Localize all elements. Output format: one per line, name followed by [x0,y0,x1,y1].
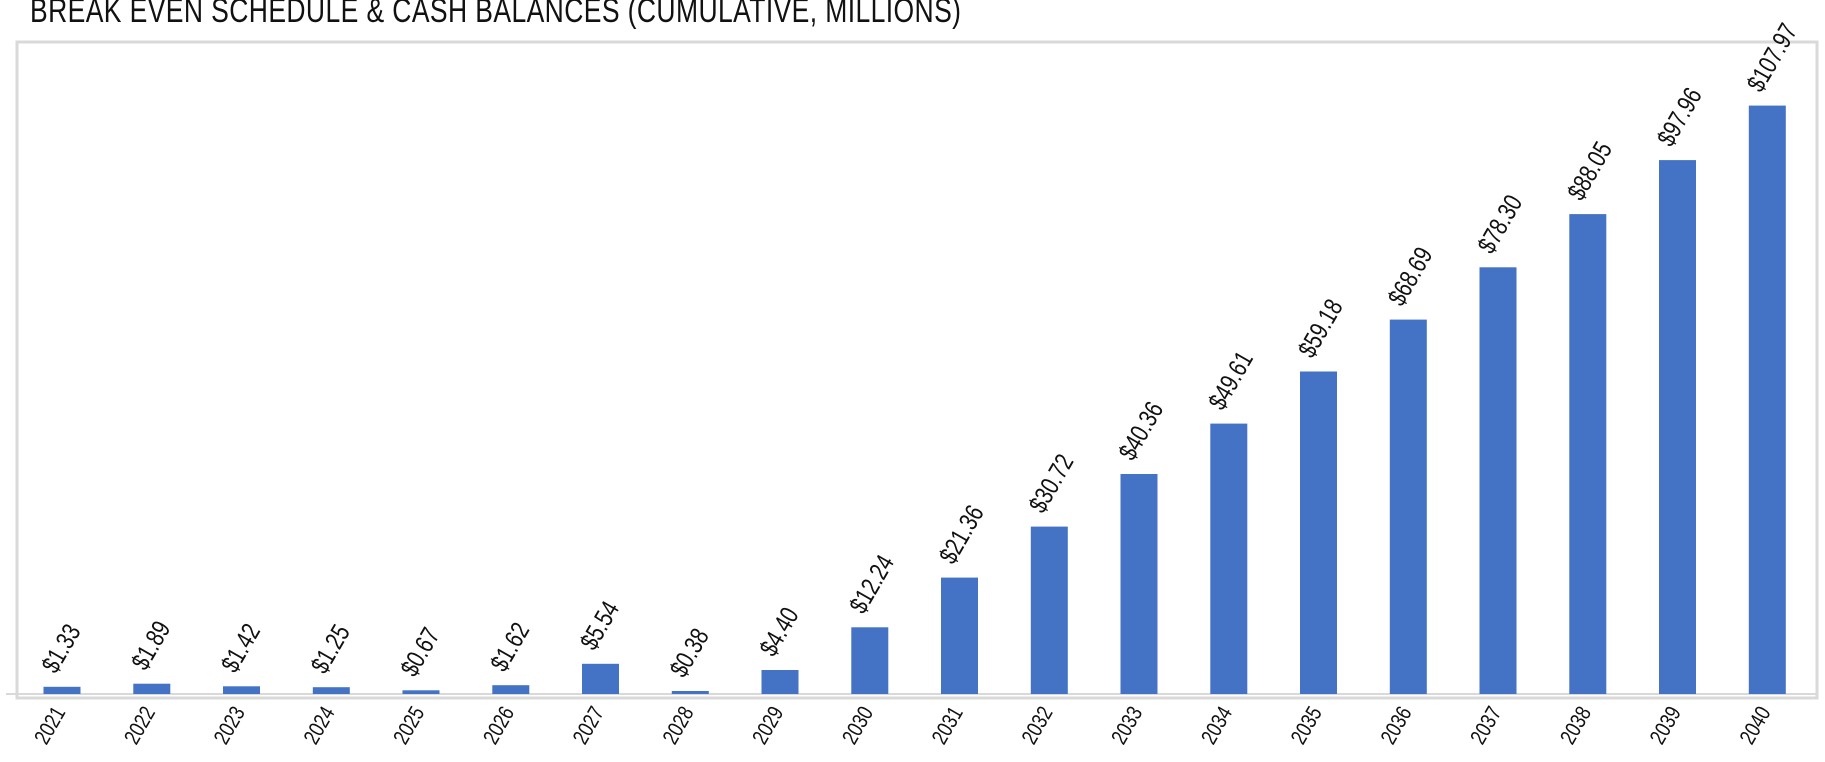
bar-2030 [851,627,889,694]
data-label-2025: $0.67 [395,623,445,681]
x-tick-label-2030: 2030 [838,703,879,749]
x-tick-labels-group: 2021 2022 2023 2024 2025 2026 2027 2028 2029 2030… [30,703,1776,749]
x-tick-label-2021: 2021 [30,703,71,749]
x-tick-label-2038: 2038 [1556,703,1597,749]
bar-2037 [1479,267,1517,694]
bars-group [43,105,1786,695]
bar-2027 [582,663,619,694]
bar-2039 [1659,160,1696,695]
bar-2040 [1748,105,1786,695]
data-label-2022: $1.89 [126,616,176,674]
data-label-2040: $107.97 [1741,18,1803,96]
x-tick-label-2036: 2036 [1376,703,1417,749]
data-label-2034: $49.61 [1203,346,1259,414]
bar-2035 [1300,371,1337,694]
x-tick-label-2028: 2028 [658,703,699,749]
x-tick-label-2035: 2035 [1287,703,1328,749]
bar-2031 [941,577,978,694]
bar-2028 [671,691,709,694]
data-label-2023: $1.42 [215,619,265,677]
bar-2033 [1120,474,1158,694]
x-tick-label-2024: 2024 [299,703,340,749]
x-tick-label-2034: 2034 [1197,703,1238,749]
x-tick-label-2022: 2022 [120,703,161,749]
x-tick-label-2039: 2039 [1646,703,1687,749]
data-label-2037: $78.30 [1472,190,1528,258]
bar-2021 [43,686,81,694]
x-tick-label-2032: 2032 [1017,703,1058,749]
bar-2022 [133,683,171,694]
plot-area-border [15,40,1819,700]
data-label-2027: $5.54 [574,596,624,654]
data-label-2039: $97.96 [1651,83,1707,151]
bar-2032 [1030,526,1068,694]
data-label-2035: $59.18 [1292,294,1348,362]
chart-title: BREAK EVEN SCHEDULE & CASH BALANCES (CUM… [30,0,962,30]
data-label-2030: $12.24 [844,550,900,618]
bar-2036 [1389,319,1427,694]
data-labels-group: $1.33 $1.89 $1.42 $1.25 $0.67 $1.62 $5.54 $0.38… [36,18,1803,681]
x-tick-label-2025: 2025 [389,703,430,749]
bar-2024 [312,687,350,694]
x-tick-label-2027: 2027 [569,703,610,749]
x-tick-label-2031: 2031 [928,703,969,749]
data-label-2021: $1.33 [36,619,86,677]
x-tick-label-2029: 2029 [748,703,789,749]
bar-2023 [223,686,260,694]
data-label-2028: $0.38 [664,623,714,681]
data-label-2029: $4.40 [754,602,804,660]
data-label-2033: $40.36 [1113,397,1169,465]
bar-2025 [402,690,440,694]
bar-2029 [761,670,799,694]
data-label-2024: $1.25 [305,620,355,678]
data-label-2031: $21.36 [933,500,989,568]
x-tick-label-2023: 2023 [210,703,251,749]
data-label-2036: $68.69 [1382,242,1438,310]
data-label-2026: $1.62 [485,618,535,676]
data-label-2032: $30.72 [1023,449,1079,517]
x-tick-label-2037: 2037 [1466,703,1507,749]
bar-2034 [1210,423,1248,694]
x-tick-label-2026: 2026 [479,703,520,749]
x-tick-label-2040: 2040 [1735,703,1776,749]
bar-2038 [1569,214,1607,694]
x-tick-label-2033: 2033 [1107,703,1148,749]
data-label-2038: $88.05 [1562,137,1618,205]
bar-2026 [492,685,530,694]
